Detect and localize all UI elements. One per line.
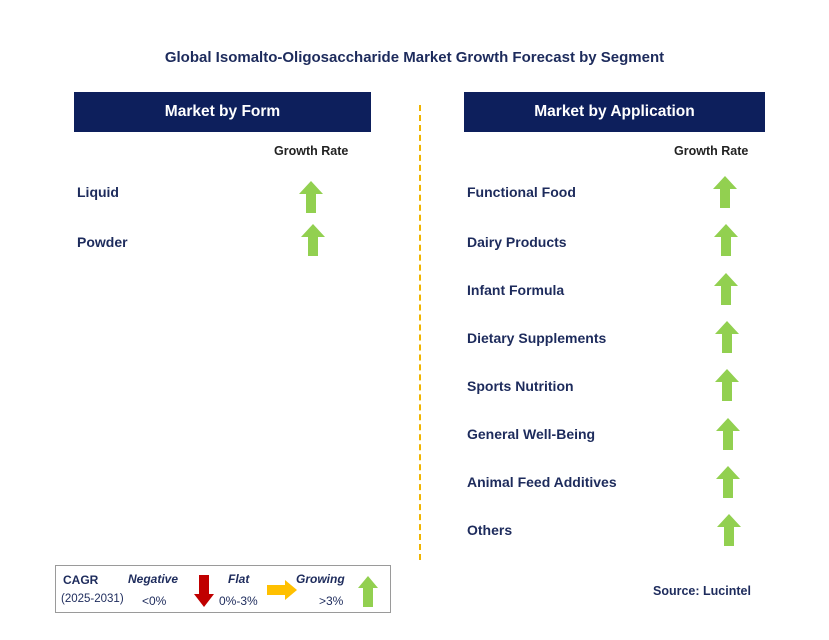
legend-flat-label: Flat xyxy=(228,572,250,586)
application-panel-header: Market by Application xyxy=(464,92,765,132)
form-item-label: Powder xyxy=(77,234,128,250)
up-arrow-icon xyxy=(715,369,739,401)
form-item-label: Liquid xyxy=(77,184,119,200)
application-growth-rate-label: Growth Rate xyxy=(674,144,749,158)
legend-flat-range: 0%-3% xyxy=(219,594,258,608)
up-arrow-icon xyxy=(713,176,737,208)
legend-negative-range: <0% xyxy=(142,594,167,608)
application-item-label: Animal Feed Additives xyxy=(467,474,617,490)
up-arrow-icon xyxy=(301,224,325,256)
down-arrow-icon xyxy=(194,575,214,607)
form-growth-rate-label: Growth Rate xyxy=(274,144,349,158)
up-arrow-icon xyxy=(716,418,740,450)
up-arrow-icon xyxy=(358,576,378,607)
application-item-label: Functional Food xyxy=(467,184,576,200)
right-arrow-icon xyxy=(267,580,297,600)
application-item-label: Sports Nutrition xyxy=(467,378,574,394)
application-item-label: Infant Formula xyxy=(467,282,565,298)
up-arrow-icon xyxy=(716,466,740,498)
application-item-label: Dietary Supplements xyxy=(467,330,607,346)
form-panel-header: Market by Form xyxy=(74,92,371,132)
up-arrow-icon xyxy=(714,224,738,256)
up-arrow-icon xyxy=(715,321,739,353)
up-arrow-icon xyxy=(717,514,741,546)
legend-growing-range: >3% xyxy=(319,594,344,608)
legend-growing-label: Growing xyxy=(296,572,345,586)
up-arrow-icon xyxy=(299,181,323,213)
legend-cagr-label: CAGR xyxy=(63,573,99,587)
application-item-label: Others xyxy=(467,522,513,538)
legend-negative-label: Negative xyxy=(128,572,179,586)
up-arrow-icon xyxy=(714,273,738,305)
legend-period: (2025-2031) xyxy=(61,593,124,605)
cagr-legend: CAGR (2025-2031) Negative <0% Flat 0%-3%… xyxy=(55,565,391,613)
source-note: Source: Lucintel xyxy=(653,584,751,598)
application-item-label: Dairy Products xyxy=(467,234,567,250)
panel-divider xyxy=(419,105,421,560)
chart-title: Global Isomalto-Oligosaccharide Market G… xyxy=(164,49,665,66)
application-item-label: General Well-Being xyxy=(467,426,596,442)
